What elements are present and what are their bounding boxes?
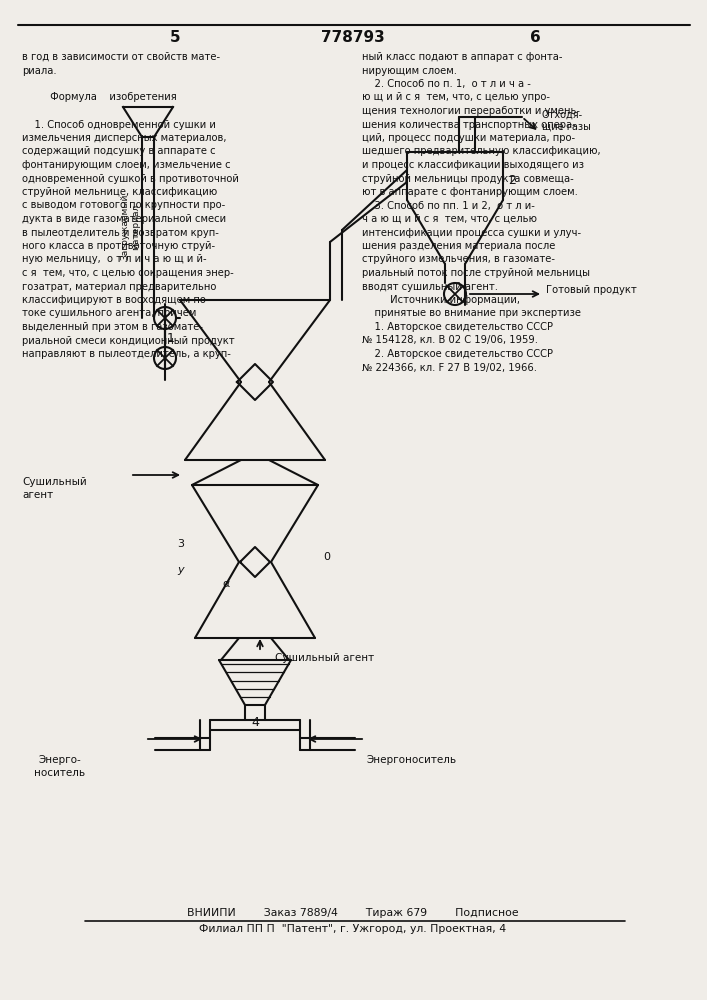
Text: Источники информации,: Источники информации, xyxy=(362,295,520,305)
Text: струйной мельнице, классификацию: струйной мельнице, классификацию xyxy=(22,187,217,197)
Text: ную мельницу,  о т л и ч а ю щ и й-: ную мельницу, о т л и ч а ю щ и й- xyxy=(22,254,206,264)
Text: Сушильный агент: Сушильный агент xyxy=(275,653,374,663)
Text: содержащий подсушку в аппарате с: содержащий подсушку в аппарате с xyxy=(22,146,216,156)
Text: дукта в виде газоматериальной смеси: дукта в виде газоматериальной смеси xyxy=(22,214,226,224)
Text: 1: 1 xyxy=(167,332,175,344)
Text: с выводом готового по крупности про-: с выводом готового по крупности про- xyxy=(22,200,226,211)
Text: 3. Способ по пп. 1 и 2,  о т л и-: 3. Способ по пп. 1 и 2, о т л и- xyxy=(362,200,535,211)
Text: выделенный при этом в газомате-: выделенный при этом в газомате- xyxy=(22,322,203,332)
Text: ю щ и й с я  тем, что, с целью упро-: ю щ и й с я тем, что, с целью упро- xyxy=(362,93,550,103)
Text: Энергоноситель: Энергоноситель xyxy=(367,755,457,765)
Text: фонтанирующим слоем, измельчение с: фонтанирующим слоем, измельчение с xyxy=(22,160,230,170)
Text: риальный поток после струйной мельницы: риальный поток после струйной мельницы xyxy=(362,268,590,278)
Text: 4: 4 xyxy=(251,716,259,730)
Text: вводят сушильный агент.: вводят сушильный агент. xyxy=(362,282,498,292)
Text: ют в аппарате с фонтанирующим слоем.: ют в аппарате с фонтанирующим слоем. xyxy=(362,187,578,197)
Text: шения количества транспортных опера-: шения количества транспортных опера- xyxy=(362,119,575,129)
Text: классифицируют в восходящем по-: классифицируют в восходящем по- xyxy=(22,295,209,305)
Text: 1. Способ одновременной сушки и: 1. Способ одновременной сушки и xyxy=(22,119,216,129)
Text: 2. Способ по п. 1,  о т л и ч а -: 2. Способ по п. 1, о т л и ч а - xyxy=(362,79,531,89)
Text: щие газы: щие газы xyxy=(542,122,591,132)
Text: струйной мельницы продукта совмеща-: струйной мельницы продукта совмеща- xyxy=(362,174,574,184)
Text: ч а ю щ и й с я  тем, что, с целью: ч а ю щ и й с я тем, что, с целью xyxy=(362,214,537,224)
Text: 1. Авторское свидетельство СССР: 1. Авторское свидетельство СССР xyxy=(362,322,553,332)
Text: α: α xyxy=(222,579,229,589)
Text: Загружаемый
материал: Загружаемый материал xyxy=(120,193,140,260)
Text: в год в зависимости от свойств мате-: в год в зависимости от свойств мате- xyxy=(22,52,220,62)
Text: ный класс подают в аппарат с фонта-: ный класс подают в аппарат с фонта- xyxy=(362,52,563,62)
Text: 2. Авторское свидетельство СССР: 2. Авторское свидетельство СССР xyxy=(362,349,553,359)
Text: 2: 2 xyxy=(508,174,516,186)
Text: щения технологии переработки и умень-: щения технологии переработки и умень- xyxy=(362,106,580,116)
Text: 5: 5 xyxy=(170,29,180,44)
Text: в пылеотделитель и возвратом круп-: в пылеотделитель и возвратом круп- xyxy=(22,228,219,237)
Text: 6: 6 xyxy=(530,29,540,44)
Text: шедшего предварительную классификацию,: шедшего предварительную классификацию, xyxy=(362,146,601,156)
Text: № 154128, кл. В 02 С 19/06, 1959.: № 154128, кл. В 02 С 19/06, 1959. xyxy=(362,336,538,346)
Text: Филиал ПП П  "Патент", г. Ужгород, ул. Проектная, 4: Филиал ПП П "Патент", г. Ужгород, ул. Пр… xyxy=(199,924,506,934)
Text: шения разделения материала после: шения разделения материала после xyxy=(362,241,556,251)
Text: с я  тем, что, с целью сокращения энер-: с я тем, что, с целью сокращения энер- xyxy=(22,268,234,278)
Text: ного класса в противоточную струй-: ного класса в противоточную струй- xyxy=(22,241,215,251)
Text: 3: 3 xyxy=(177,539,184,549)
Text: Сушильный: Сушильный xyxy=(22,477,87,487)
Text: носитель: носитель xyxy=(35,768,86,778)
Text: риала.: риала. xyxy=(22,66,57,76)
Text: и процесс классификации выходящего из: и процесс классификации выходящего из xyxy=(362,160,584,170)
Text: № 224366, кл. F 27 В 19/02, 1966.: № 224366, кл. F 27 В 19/02, 1966. xyxy=(362,362,537,372)
Text: Отходя-: Отходя- xyxy=(542,110,583,120)
Text: интенсификации процесса сушки и улуч-: интенсификации процесса сушки и улуч- xyxy=(362,228,581,237)
Text: Энерго-: Энерго- xyxy=(39,755,81,765)
Text: Формула    изобретения: Формула изобретения xyxy=(22,93,177,103)
Text: риальной смеси кондиционный продукт: риальной смеси кондиционный продукт xyxy=(22,336,235,346)
Text: направляют в пылеотделитель, а круп-: направляют в пылеотделитель, а круп- xyxy=(22,349,231,359)
Text: гозатрат, материал предварительно: гозатрат, материал предварительно xyxy=(22,282,216,292)
Text: принятые во внимание при экспертизе: принятые во внимание при экспертизе xyxy=(362,308,581,318)
Text: нирующим слоем.: нирующим слоем. xyxy=(362,66,457,76)
Text: 778793: 778793 xyxy=(321,29,385,44)
Text: ций, процесс подсушки материала, про-: ций, процесс подсушки материала, про- xyxy=(362,133,575,143)
Text: ВНИИПИ        Заказ 7889/4        Тираж 679        Подписное: ВНИИПИ Заказ 7889/4 Тираж 679 Подписное xyxy=(187,908,519,918)
Text: y: y xyxy=(177,565,184,575)
Text: 0: 0 xyxy=(323,552,330,562)
Text: струйного измельчения, в газомате-: струйного измельчения, в газомате- xyxy=(362,254,555,264)
Text: Готовый продукт: Готовый продукт xyxy=(546,285,637,295)
Text: одновременной сушкой в противоточной: одновременной сушкой в противоточной xyxy=(22,174,239,184)
Text: токе сушильного агента, причем: токе сушильного агента, причем xyxy=(22,308,197,318)
Text: измельчения дисперсных материалов,: измельчения дисперсных материалов, xyxy=(22,133,226,143)
Text: агент: агент xyxy=(22,490,53,500)
